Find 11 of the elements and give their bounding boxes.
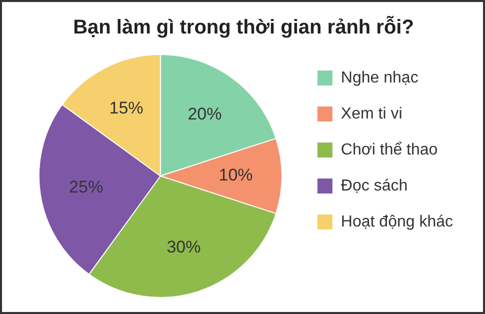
legend-label: Xem ti vi — [340, 105, 402, 122]
data-label: 30% — [166, 237, 201, 256]
legend-label: Đọc sách — [340, 177, 408, 194]
legend-label: Chơi thể thao — [340, 141, 438, 158]
legend-label: Nghe nhạc — [340, 69, 418, 86]
data-label: 20% — [188, 104, 222, 124]
data-label: 10% — [218, 166, 253, 185]
chart-title: Bạn làm gì trong thời gian rảnh rỗi? — [73, 16, 414, 39]
data-label: 15% — [109, 98, 144, 118]
data-label: 25% — [69, 177, 104, 196]
legend-label: Hoạt động khác — [340, 213, 453, 230]
